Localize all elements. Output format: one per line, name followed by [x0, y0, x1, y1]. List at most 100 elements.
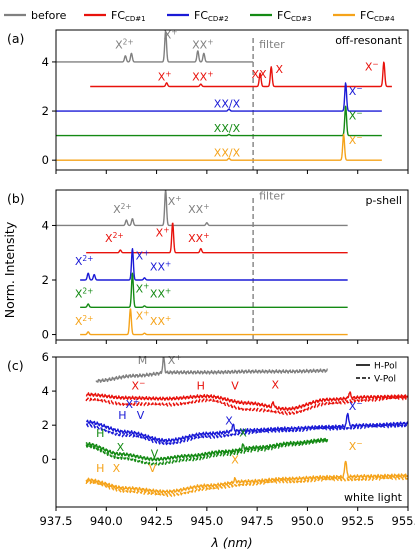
peak-label-sup: −	[356, 109, 362, 118]
peak-label: X+	[136, 309, 150, 323]
peak-label-sup: +	[165, 314, 171, 323]
peak-label: XX+	[188, 231, 209, 245]
legend-label: FCCD#4	[360, 9, 395, 23]
peak-label: V	[137, 409, 145, 422]
peak-label: X	[231, 454, 239, 467]
peak-label-main: X	[231, 454, 239, 467]
peak-label-sup: −	[356, 439, 362, 448]
peak-label-main: X	[132, 379, 140, 392]
peak-label-main: X	[349, 110, 357, 123]
peak-label-sup: +	[207, 37, 213, 46]
panel-label: (b)	[7, 191, 25, 206]
peak-label-sup: +	[163, 225, 169, 234]
plot-area	[56, 30, 393, 170]
peak-label-sup: 2+	[123, 37, 134, 46]
peak-label-main: XX	[192, 38, 208, 51]
filter-label: filter	[259, 189, 285, 202]
series-line	[85, 395, 408, 416]
peak-label-sup: 2+	[113, 231, 124, 240]
peak-label: X	[117, 441, 125, 454]
peak-label-main: X	[156, 226, 164, 239]
y-tick-label: 2	[42, 418, 49, 432]
peak-label-main: V	[231, 379, 239, 392]
peak-label-sup: +	[133, 397, 139, 406]
peak-label: XX/X	[214, 146, 241, 159]
series-line	[85, 475, 408, 498]
panel-title: white light	[344, 491, 403, 504]
peak-label-sup: +	[143, 281, 149, 290]
series-line	[56, 30, 254, 63]
peak-label-sup: +	[175, 194, 181, 203]
peak-label: X2+	[75, 254, 94, 268]
legend-label-main: FC	[111, 9, 125, 22]
peak-label: X+	[164, 28, 178, 42]
peak-label-main: XX	[252, 68, 268, 81]
peak-label-main: X	[349, 134, 357, 147]
peak-label-sup: +	[171, 28, 177, 37]
peak-label-main: V	[151, 448, 159, 461]
peak-label-main: XX	[192, 70, 208, 83]
peak-label-main: H	[96, 427, 104, 440]
peak-label-main: X	[349, 400, 357, 413]
peak-label-sup: 2+	[82, 254, 93, 263]
series-line	[56, 105, 383, 137]
series-line	[85, 439, 329, 466]
panel-label: (c)	[7, 358, 24, 373]
legend-label-sub: CD#4	[374, 15, 395, 23]
peak-label-sup: +	[165, 69, 171, 78]
legend-label-main: FC	[360, 9, 374, 22]
peak-label: XX/X	[214, 122, 241, 135]
peak-label-main: XX/X	[214, 122, 241, 135]
panel-label: (a)	[7, 31, 24, 46]
peak-label: M	[138, 354, 148, 367]
legend-label-sub: CD#2	[208, 15, 229, 23]
peak-label-main: X	[271, 379, 279, 392]
peak-label-sup: 2+	[82, 314, 93, 323]
series-line	[79, 248, 348, 281]
legend-entry: FCCD#3	[250, 9, 312, 23]
peak-label-sup: −	[356, 84, 362, 93]
peak-label-sup: −	[372, 60, 378, 69]
pol-legend-label: H-Pol	[374, 362, 397, 372]
peak-label-sup: −	[139, 378, 145, 387]
peak-label-sup: +	[143, 249, 149, 258]
peak-label-main: X	[158, 70, 166, 83]
peak-label-main: X	[136, 250, 144, 263]
peak-label-main: XX	[188, 203, 204, 216]
peak-label-sup: 2+	[121, 202, 132, 211]
plot-area	[56, 190, 348, 340]
legend-label-main: FC	[194, 9, 208, 22]
peak-label: XX	[252, 68, 268, 81]
peak-label-main: XX	[188, 232, 204, 245]
peak-label-main: XX/X	[214, 146, 241, 159]
peak-label: X2+	[115, 37, 134, 51]
peak-label: X2+	[75, 314, 94, 328]
peak-label-main: X	[239, 426, 247, 439]
peak-label-main: H	[118, 409, 126, 422]
x-tick-label: 945.0	[190, 514, 223, 528]
peak-label-main: X	[113, 462, 121, 475]
peak-label-sup: 2+	[82, 287, 93, 296]
series-line	[85, 412, 408, 443]
y-tick-label: 4	[42, 55, 49, 69]
series-line	[79, 308, 348, 336]
series-line	[56, 82, 383, 112]
peak-label-main: M	[138, 354, 148, 367]
legend-label-sub: CD#3	[291, 15, 312, 23]
y-axis-label: Norm. Intensity	[2, 221, 17, 318]
peak-label: X+	[136, 281, 150, 295]
peak-label-main: V	[149, 462, 157, 475]
legend-label: FCCD#2	[194, 9, 229, 23]
legend-entry: FCCD#2	[167, 9, 229, 23]
peak-label: X−	[349, 109, 363, 123]
peak-label-main: H	[197, 379, 205, 392]
peak-label: X	[239, 426, 247, 439]
peak-label: H	[96, 427, 104, 440]
peak-label-main: XX	[150, 260, 166, 273]
series-line	[85, 391, 408, 412]
peak-label-main: X	[168, 354, 176, 367]
axes-frame	[55, 189, 409, 341]
